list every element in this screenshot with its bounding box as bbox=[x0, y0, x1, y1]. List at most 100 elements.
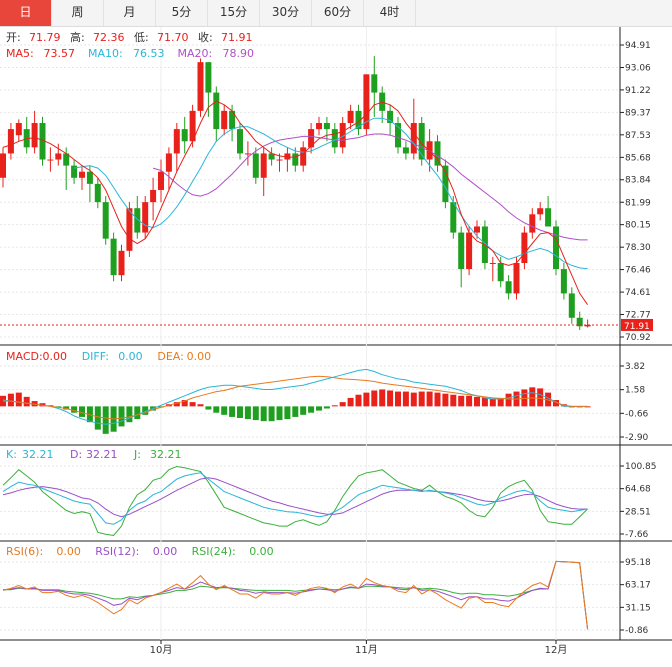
macd-bar bbox=[529, 387, 536, 407]
candle-body bbox=[442, 165, 449, 203]
ma-legend-value: 78.90 bbox=[223, 47, 255, 60]
rsi-legend-label: RSI(6): bbox=[6, 545, 43, 558]
y-tick-label: -0.66 bbox=[625, 409, 649, 419]
candle-body bbox=[260, 153, 267, 178]
candle-body bbox=[197, 62, 204, 111]
macd-bar bbox=[15, 392, 22, 407]
kdj-legend-value: 32.21 bbox=[150, 448, 182, 461]
candle-body bbox=[189, 110, 196, 142]
macd-bar bbox=[39, 403, 46, 407]
macd-bar bbox=[339, 402, 346, 407]
macd-legend-value: 0.00 bbox=[118, 350, 143, 363]
macd-legend-label: MACD: bbox=[6, 350, 43, 363]
candle-body bbox=[521, 232, 528, 263]
candle-body bbox=[553, 226, 559, 270]
ma-legend-label: MA10: bbox=[88, 47, 123, 60]
macd-bar bbox=[71, 406, 78, 413]
y-tick-label: 94.91 bbox=[625, 41, 651, 51]
ma-legend-label: MA5: bbox=[6, 47, 34, 60]
y-tick-label: 87.53 bbox=[625, 131, 651, 141]
macd-bar bbox=[118, 406, 125, 427]
candle-body bbox=[402, 147, 409, 154]
candle-body bbox=[316, 123, 322, 130]
candle-body bbox=[229, 110, 236, 130]
k-line bbox=[2, 472, 588, 525]
macd-bar bbox=[308, 406, 315, 413]
candle-body bbox=[268, 153, 275, 160]
macd-legend-value: 0.00 bbox=[43, 350, 68, 363]
last-price-tag bbox=[621, 318, 653, 331]
candle-body bbox=[213, 92, 220, 130]
macd-bar bbox=[276, 406, 283, 421]
macd-bar bbox=[426, 391, 433, 407]
d-line bbox=[2, 477, 588, 518]
candle-body bbox=[71, 165, 78, 178]
stock-chart: 94.91 93.06 91.22 89.37 87.53 85.68 83.84 81.99… bbox=[0, 27, 672, 656]
tab-4h[interactable]: 4时 bbox=[364, 0, 416, 26]
macd-bar bbox=[126, 406, 133, 423]
macd-bar bbox=[537, 388, 544, 407]
candle-body bbox=[244, 153, 251, 155]
macd-bar bbox=[497, 397, 504, 407]
candle-body bbox=[252, 153, 259, 178]
candle-body bbox=[584, 324, 591, 327]
macd-bar bbox=[244, 406, 251, 420]
candle-body bbox=[513, 262, 520, 294]
y-tick-label: 1.58 bbox=[625, 386, 645, 396]
diff-line bbox=[2, 368, 588, 425]
candle-body bbox=[505, 281, 512, 294]
macd-bar bbox=[331, 405, 338, 407]
j-line bbox=[2, 465, 588, 537]
ohlc-legend-value: 71.70 bbox=[157, 31, 189, 44]
tab-15min[interactable]: 15分 bbox=[208, 0, 260, 26]
y-tick-label: 85.68 bbox=[625, 153, 651, 163]
candle-body bbox=[55, 153, 62, 160]
candle-body bbox=[7, 129, 14, 154]
tab-week[interactable]: 周 bbox=[52, 0, 104, 26]
tab-30min[interactable]: 30分 bbox=[260, 0, 312, 26]
macd-bar bbox=[300, 406, 307, 415]
rsi-legend-value: 0.00 bbox=[249, 545, 274, 558]
candle-body bbox=[466, 232, 473, 270]
candle-body bbox=[371, 74, 378, 93]
candle-body bbox=[355, 110, 362, 130]
y-tick-label: 64.68 bbox=[625, 485, 651, 495]
ohlc-legend-value: 72.36 bbox=[93, 31, 125, 44]
macd-bar bbox=[158, 406, 164, 408]
candle-body bbox=[323, 123, 330, 130]
macd-bar bbox=[237, 406, 243, 418]
macd-bar bbox=[94, 406, 101, 430]
macd-bar bbox=[347, 397, 354, 407]
macd-bar bbox=[418, 391, 425, 407]
kdj-legend-label: D: bbox=[70, 448, 82, 461]
y-tick-label: -0.86 bbox=[625, 626, 649, 636]
y-tick-label: 93.06 bbox=[625, 64, 651, 74]
candle-body bbox=[126, 208, 133, 251]
macd-bar bbox=[474, 396, 480, 407]
period-tab-bar: 日周月 5分 15分 30分 60分 4时 bbox=[0, 0, 672, 27]
tab-60min[interactable]: 60分 bbox=[312, 0, 364, 26]
tab-day[interactable]: 日 bbox=[0, 0, 52, 26]
ohlc-legend-label: 高: bbox=[70, 30, 85, 44]
y-tick-label: 91.22 bbox=[625, 86, 651, 96]
macd-bar bbox=[229, 406, 236, 417]
y-tick-label: 76.46 bbox=[625, 266, 651, 276]
macd-bar bbox=[7, 393, 14, 407]
ma-legend-value: 76.53 bbox=[133, 47, 165, 60]
x-tick-label: 12月 bbox=[545, 644, 568, 656]
rsi24-line bbox=[3, 560, 589, 630]
candle-body bbox=[489, 262, 496, 264]
macd-bar bbox=[379, 389, 386, 407]
tab-5min[interactable]: 5分 bbox=[156, 0, 208, 26]
kdj-legend-value: 32.21 bbox=[22, 448, 54, 461]
macd-bar bbox=[173, 402, 180, 407]
macd-bar bbox=[458, 395, 465, 407]
kdj-legend-value: 32.21 bbox=[86, 448, 118, 461]
candle-body bbox=[450, 202, 457, 233]
candle-body bbox=[560, 269, 567, 294]
y-tick-label: 72.77 bbox=[625, 310, 651, 320]
tab-month[interactable]: 月 bbox=[104, 0, 156, 26]
candle-body bbox=[47, 159, 54, 161]
macd-bar bbox=[134, 406, 141, 420]
kdj-legend-label: J: bbox=[133, 448, 141, 461]
